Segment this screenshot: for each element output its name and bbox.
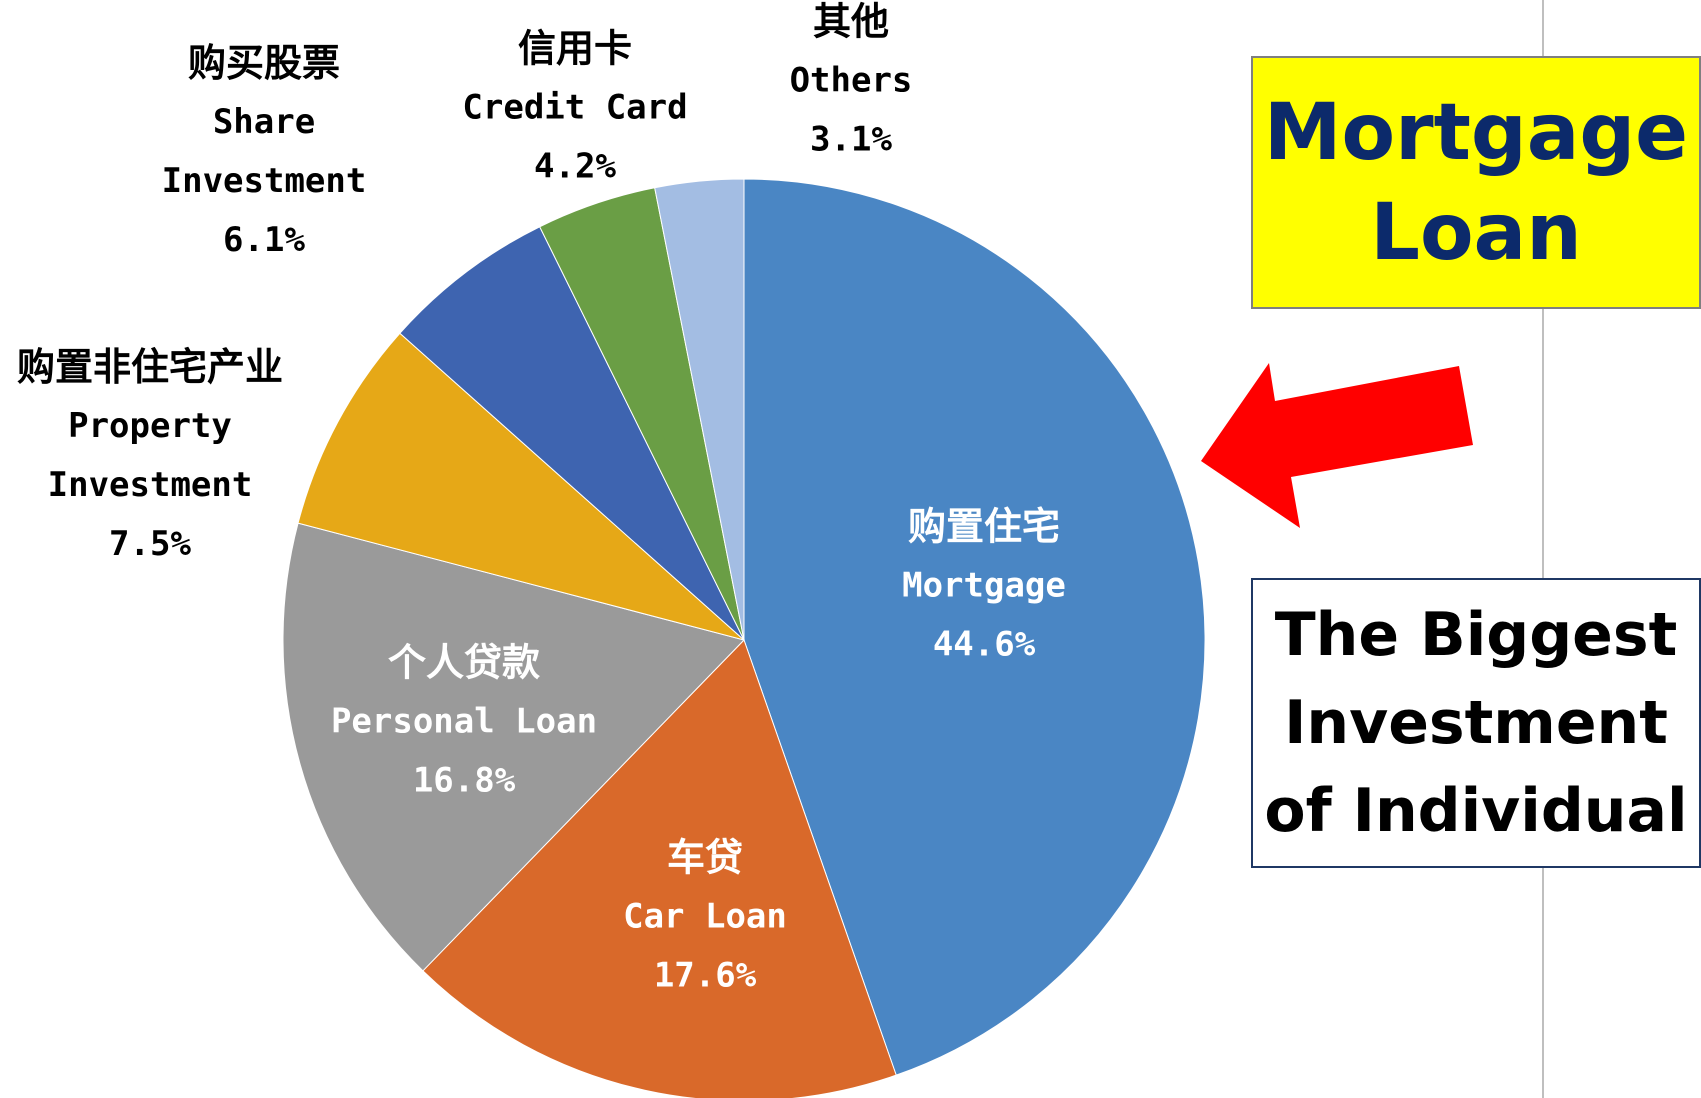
slice-label: 车贷 Car Loan 17.6%: [575, 829, 835, 1006]
slice-label: 个人贷款 Personal Loan 16.8%: [299, 634, 629, 811]
pie: [282, 178, 1206, 1098]
value-label: 7.5%: [109, 524, 191, 564]
label-en: Credit Card: [462, 87, 688, 128]
value-label: 16.8%: [412, 760, 516, 801]
slice: [282, 522, 745, 972]
slice: [399, 226, 745, 641]
label-en: Personal Loan: [330, 701, 598, 742]
label-zh: 购置非住宅产业: [16, 345, 283, 389]
arrow: [1201, 363, 1473, 528]
slice: [743, 178, 1206, 1076]
slice-label: 其他 Others 3.1%: [761, 0, 941, 170]
label-zh: 车贷: [666, 835, 743, 880]
value-label: 4.2%: [534, 146, 616, 187]
label-en: Property Investment: [47, 406, 253, 505]
slice-label: 购置非住宅产业 Property Investment 7.5%: [5, 338, 295, 574]
slice-label: 信用卡 Credit Card 4.2%: [435, 20, 715, 197]
label-zh: 其他: [812, 0, 889, 44]
label-en: Share Investment: [161, 102, 367, 201]
label-zh: 购置住宅: [907, 504, 1060, 549]
label-zh: 购买股票: [187, 41, 340, 85]
label-zh: 信用卡: [517, 26, 632, 71]
value-label: 3.1%: [810, 119, 892, 160]
label-en: Car Loan: [623, 896, 787, 937]
value-label: 6.1%: [223, 220, 305, 260]
slice: [297, 332, 745, 641]
value-label: 44.6%: [932, 624, 1036, 665]
mortgage-loan-box: Mortgage Loan: [1251, 56, 1701, 309]
slice-label: 购置住宅 Mortgage 44.6%: [834, 498, 1134, 675]
biggest-investment-box: The Biggest Investment of Individual: [1251, 578, 1701, 868]
label-en: Mortgage: [902, 565, 1066, 606]
slice: [654, 178, 745, 641]
label-zh: 个人贷款: [387, 640, 540, 685]
label-en: Others: [789, 60, 913, 101]
slice: [422, 639, 897, 1098]
slice-label: 购买股票 Share Investment 6.1%: [139, 34, 389, 270]
value-label: 17.6%: [653, 955, 757, 996]
